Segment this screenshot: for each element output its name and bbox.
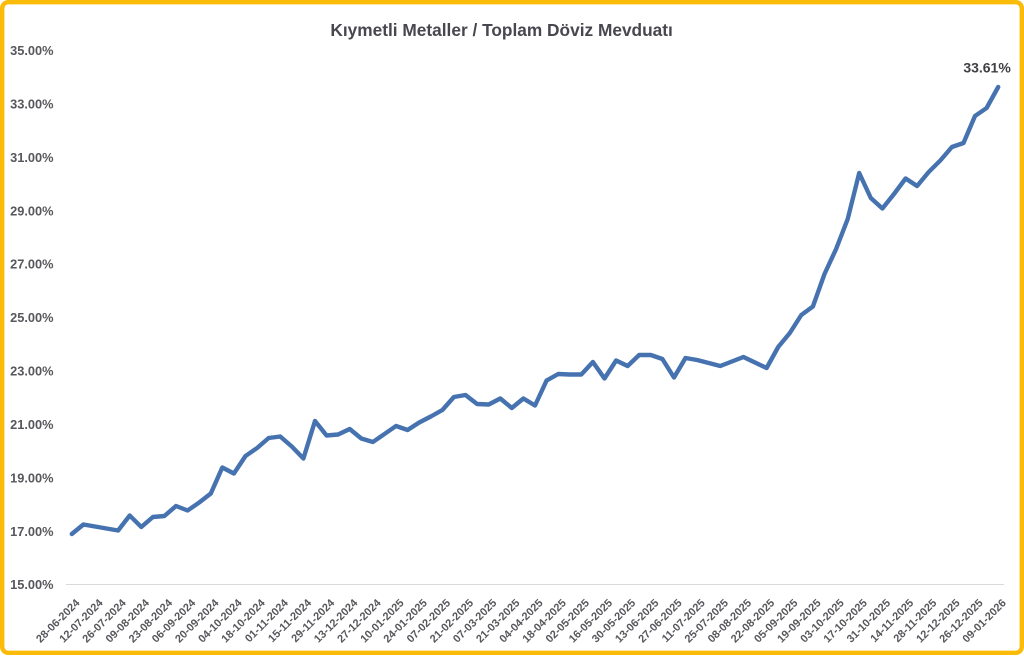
svg-text:Kıymetli Metaller / Toplam Döv: Kıymetli Metaller / Toplam Döviz Mevduat… (330, 20, 673, 40)
svg-text:25.00%: 25.00% (10, 310, 54, 325)
svg-text:15.00%: 15.00% (10, 577, 54, 592)
svg-text:29.00%: 29.00% (10, 203, 54, 218)
svg-text:35.00%: 35.00% (10, 43, 54, 58)
svg-text:21.00%: 21.00% (10, 417, 54, 432)
svg-text:33.61%: 33.61% (963, 60, 1011, 76)
svg-text:19.00%: 19.00% (10, 470, 54, 485)
svg-text:33.00%: 33.00% (10, 96, 54, 111)
svg-text:17.00%: 17.00% (10, 524, 54, 539)
svg-text:23.00%: 23.00% (10, 364, 54, 379)
svg-text:27.00%: 27.00% (10, 257, 54, 272)
svg-text:31.00%: 31.00% (10, 150, 54, 165)
